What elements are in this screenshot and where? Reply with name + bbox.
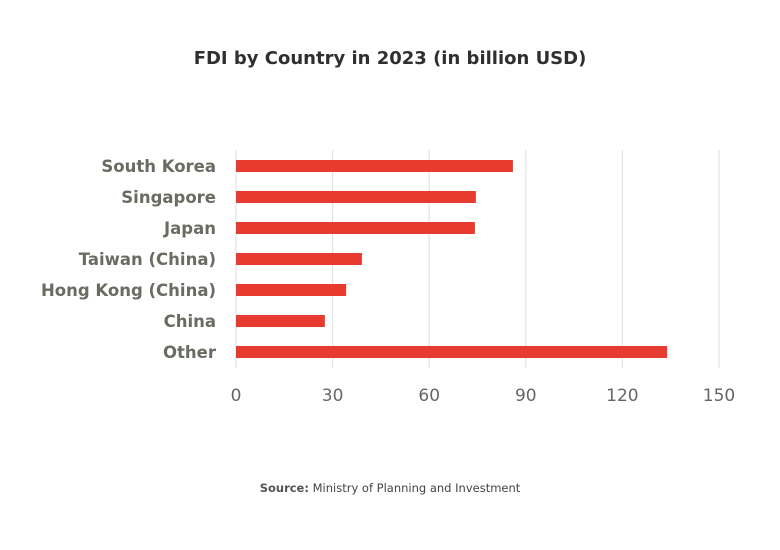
y-category-label: Hong Kong (China) <box>41 281 216 300</box>
source-label: Source: <box>259 481 309 495</box>
bar-chart: 0 30 60 90 120 150 South Korea Singapore Japan Ta… <box>41 150 735 406</box>
y-category-label: Other <box>163 343 217 362</box>
bar-taiwan-china <box>236 253 362 265</box>
source-note: Source: Ministry of Planning and Investm… <box>0 481 780 495</box>
bar-singapore <box>236 191 476 203</box>
x-tick-label: 150 <box>703 386 735 406</box>
source-text: Ministry of Planning and Investment <box>312 481 521 495</box>
x-tick-label: 90 <box>515 386 537 406</box>
x-tick-label: 60 <box>418 386 440 406</box>
chart-title: FDI by Country in 2023 (in billion USD) <box>193 48 587 69</box>
y-category-label: Taiwan (China) <box>79 250 216 269</box>
x-tick-label: 0 <box>231 386 242 406</box>
y-category-label: Japan <box>163 219 216 238</box>
y-category-label: Singapore <box>121 188 216 207</box>
bar-china <box>236 315 325 327</box>
bar-japan <box>236 222 475 234</box>
x-tick-label: 30 <box>322 386 344 406</box>
y-category-label: China <box>164 312 216 331</box>
x-tick-label: 120 <box>606 386 638 406</box>
y-category-label: South Korea <box>101 157 216 176</box>
bar-hong-kong-china <box>236 284 347 296</box>
bar-other <box>236 346 668 358</box>
bar-south-korea <box>236 160 513 172</box>
